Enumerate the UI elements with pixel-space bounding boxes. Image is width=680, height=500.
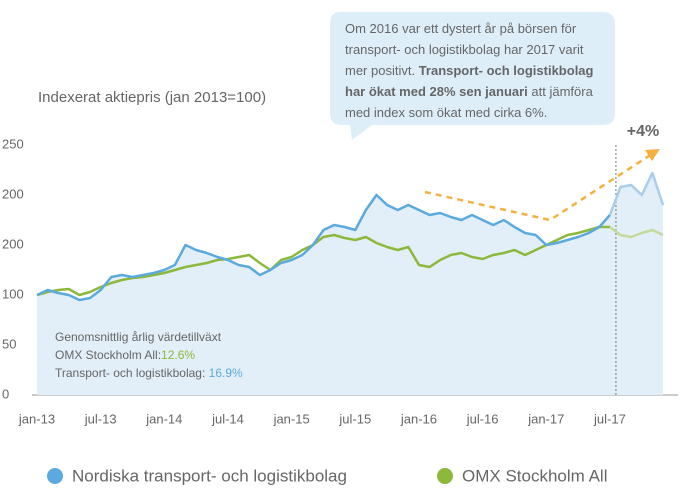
y-tick-label: 250 [2,136,24,151]
info-line: Transport- och logistikbolag: 16.9% [55,366,243,380]
chart-title: Indexerat aktiepris (jan 2013=100) [38,89,266,106]
info-value: 12.6% [161,348,195,362]
info-value: 16.9% [209,366,243,380]
area [37,173,663,395]
arrow-label: +4% [627,123,659,140]
plot: 0 50 100 200 200 250 jan-13 jul-13 jan-14 jul-14 j… [2,136,678,426]
callout-segment: Om 2016 var ett dystert år på börsen för [345,21,577,36]
y-tick-label: 50 [2,336,16,351]
series-line [608,171,665,216]
legend-swatch [437,468,453,484]
x-tick-label: jan-17 [527,411,564,426]
callout-segment: att jämföra [528,84,594,99]
callout: Om 2016 var ett dystert år på börsen för… [345,21,594,120]
callout-line: med index som ökat med cirka 6%. [345,105,547,120]
info-line: OMX Stockholm All:12.6% [55,348,195,362]
y-tick-label: 0 [2,386,9,401]
legend: Nordiska transport- och logistikbolag OMX… [47,466,608,485]
y-tick-label: 200 [2,186,24,201]
y-tick-label: 200 [2,236,24,251]
callout-segment: Transport- och logistikbolag [419,63,594,78]
callout-segment: transport- och logistikbolag har 2017 va… [345,42,584,57]
legend-label: Nordiska transport- och logistikbolag [72,466,347,485]
x-tick-label: jan-16 [400,411,437,426]
info-heading: Genomsnittlig årlig värdetillväxt [55,330,222,344]
callout-segment: har ökat med 28% sen januari [345,84,528,99]
legend-label: OMX Stockholm All [462,466,608,485]
series-line [36,193,611,302]
callout-line: mer positivt. Transport- och logistikbol… [345,63,594,78]
callout-line: Om 2016 var ett dystert år på börsen för [345,21,577,36]
x-tick-label: jul-16 [466,411,499,426]
x-tick-label: jul-15 [338,411,371,426]
callout-segment: med index som ökat med cirka 6%. [345,105,547,120]
x-tick-label: jan-14 [145,411,182,426]
x-tick-label: jul-13 [84,411,117,426]
x-tick-label: jul-14 [211,411,244,426]
x-tick-label: jul-17 [593,411,626,426]
callout-line: har ökat med 28% sen januari att jämföra [345,84,594,99]
info-label: OMX Stockholm All: [55,348,161,362]
x-tick-label: jan-15 [273,411,310,426]
info-label: Transport- och logistikbolag: [55,366,209,380]
trend-arrow [424,150,656,222]
callout-line: transport- och logistikbolag har 2017 va… [345,42,584,57]
legend-swatch [47,468,63,484]
arrow-head [645,149,660,161]
series-line [609,226,664,239]
y-tick-label: 100 [2,286,24,301]
x-tick-label: jan-13 [18,411,55,426]
callout-box [330,12,615,140]
callout-segment: mer positivt. [345,63,419,78]
